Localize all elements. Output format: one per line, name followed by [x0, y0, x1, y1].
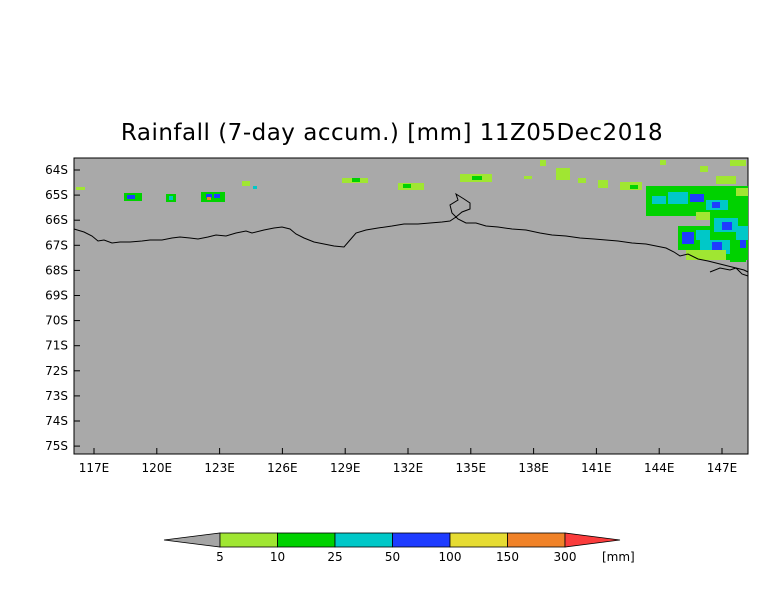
map-title: Rainfall (7-day accum.) [mm] 11Z05Dec201…: [120, 120, 664, 146]
colorbar-swatch: [564, 532, 621, 548]
lon-tick-label: 123E: [204, 461, 235, 475]
lat-tick-label: 69S: [45, 289, 68, 303]
lon-tick-label: 117E: [79, 461, 110, 475]
lat-tick-label: 70S: [45, 314, 68, 328]
coastline: [73, 192, 749, 273]
colorbar-swatch: [334, 532, 393, 548]
lon-tick-label: 147E: [707, 461, 738, 475]
colorbar: 5 10 25 50 100 150 300: [163, 532, 621, 564]
colorbar-label: 50: [385, 550, 400, 564]
colorbar-swatch: [449, 532, 508, 548]
colorbar-label: 300: [554, 550, 577, 564]
lon-tick-label: 141E: [581, 461, 612, 475]
colorbar-swatch: [392, 532, 451, 548]
lat-tick-label: 64S: [45, 163, 68, 177]
lon-tick-label: 126E: [267, 461, 298, 475]
colorbar-unit: [mm]: [602, 550, 635, 564]
map-frame: [73, 157, 749, 455]
latitude-axis: 64S 65S 66S 67S 68S 69S 70S 71S 72S 73S 74S 75S: [45, 163, 80, 453]
colorbar-label: 5: [216, 550, 224, 564]
colorbar-label: 25: [327, 550, 342, 564]
colorbar-swatch: [277, 532, 336, 548]
colorbar-label: 10: [270, 550, 285, 564]
lat-tick-label: 72S: [45, 364, 68, 378]
lat-tick-label: 74S: [45, 414, 68, 428]
colorbar-label: 150: [496, 550, 519, 564]
precip-patches: [76, 160, 748, 262]
colorbar-swatch: [507, 532, 566, 548]
colorbar-swatch: [163, 532, 221, 548]
lon-tick-label: 144E: [644, 461, 675, 475]
lon-tick-label: 135E: [456, 461, 487, 475]
lat-tick-label: 68S: [45, 263, 68, 277]
lat-tick-label: 75S: [45, 439, 68, 453]
lon-tick-label: 138E: [518, 461, 549, 475]
lat-tick-label: 65S: [45, 188, 68, 202]
lat-tick-label: 67S: [45, 238, 68, 252]
lat-tick-label: 71S: [45, 339, 68, 353]
lon-tick-label: 120E: [142, 461, 173, 475]
longitude-axis: 117E 120E 123E 126E 129E 132E 135E 138E 141E 144E…: [79, 448, 738, 475]
colorbar-swatch: [219, 532, 278, 548]
lon-tick-label: 129E: [330, 461, 361, 475]
lat-tick-label: 73S: [45, 389, 68, 403]
lat-tick-label: 66S: [45, 213, 68, 227]
lon-tick-label: 132E: [393, 461, 424, 475]
colorbar-label: 100: [439, 550, 462, 564]
